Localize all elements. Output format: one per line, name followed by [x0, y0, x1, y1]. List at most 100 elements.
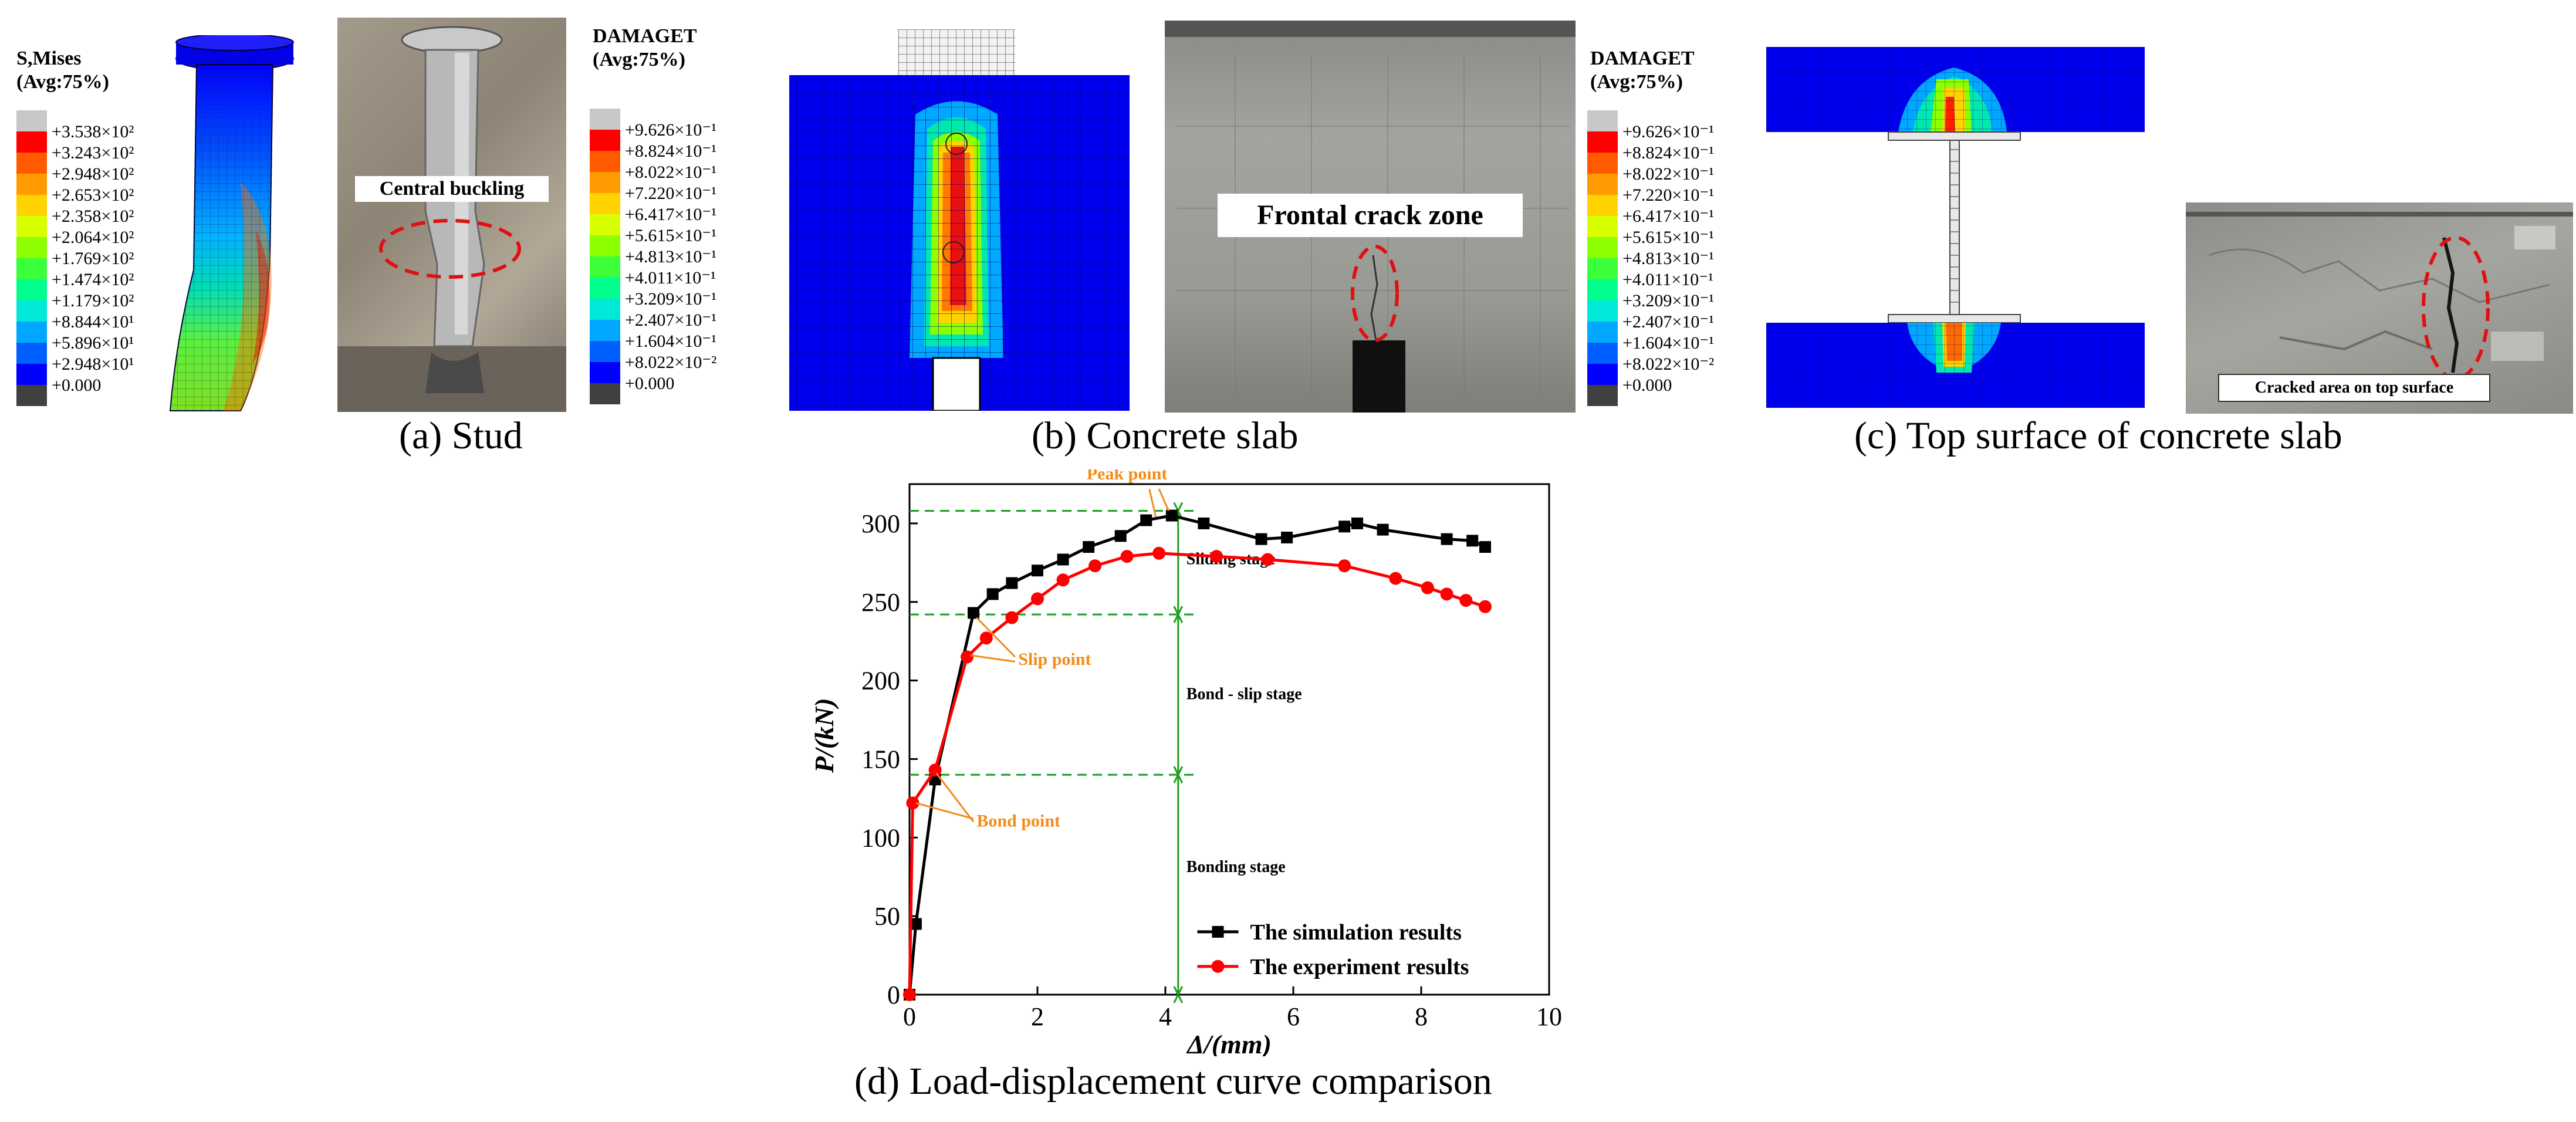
panel-a-legend-value: +5.896×10¹	[52, 333, 134, 353]
simulation-point	[1057, 553, 1069, 566]
panel-c-legend-swatch	[1587, 237, 1618, 258]
panel-a-legend-value: +2.358×10²	[52, 207, 134, 226]
y-tick-label: 250	[861, 588, 900, 617]
experiment-point	[1005, 611, 1019, 624]
panel-a-legend-swatch	[16, 385, 47, 406]
panel-a-legend-swatch	[16, 153, 47, 174]
panel-c-legend-swatch	[1587, 343, 1618, 364]
panel-b: DAMAGET (Avg:75%) +9.626×10⁻¹ +8.824×10⁻¹…	[581, 0, 1590, 481]
legend-title-line1: S,Mises	[16, 48, 82, 69]
legend-label-simulation: The simulation results	[1250, 920, 1462, 945]
experiment-point	[1421, 581, 1434, 594]
x-tick-label: 6	[1287, 1002, 1300, 1031]
slip-point-label: Slip point	[1018, 650, 1091, 669]
simulation-point	[910, 918, 922, 930]
panel-c-legend-value: +0.000	[1622, 376, 1672, 395]
cracked-area-label: Cracked area on top surface	[2218, 374, 2490, 402]
simulation-point	[1479, 541, 1491, 553]
panel-b-legend-swatch	[590, 172, 620, 193]
stud-fe-model	[169, 35, 294, 411]
x-axis-label: Δ/(mm)	[1186, 1029, 1272, 1056]
legend-title-line1: DAMAGET	[593, 25, 697, 47]
panel-c-legend-value: +3.209×10⁻¹	[1622, 291, 1715, 310]
top-surface-photo: Cracked area on top surface	[2186, 202, 2573, 414]
y-tick-label: 100	[861, 823, 900, 852]
panel-a-legend-swatch	[16, 237, 47, 258]
caption-a: (a) Stud	[399, 414, 523, 457]
legend-title-line1: DAMAGET	[1590, 48, 1695, 69]
peak-point-arrows	[1148, 488, 1169, 518]
panel-b-legend-swatch	[590, 130, 620, 151]
panel-a-legend-value: +2.948×10²	[52, 164, 134, 184]
experiment-point	[1440, 587, 1453, 601]
panel-a-legend-value: +8.844×10¹	[52, 312, 134, 332]
panel-b-legend-swatch	[590, 299, 620, 320]
panel-b-legend-value: +1.604×10⁻¹	[625, 332, 717, 351]
slab-test-photo: Frontal crack zone	[1165, 21, 1576, 413]
panel-b-legend-value: +8.824×10⁻¹	[625, 141, 717, 161]
panel-c-legend-swatch	[1587, 174, 1618, 195]
experiment-point	[1261, 553, 1275, 566]
panel-c-legend-swatch	[1587, 153, 1618, 174]
slip-point-arrows	[970, 617, 1016, 663]
panel-b-legend-swatch	[590, 341, 620, 362]
panel-b-legend-swatch	[590, 109, 620, 130]
simulation-point	[1377, 523, 1389, 536]
experiment-point	[928, 763, 942, 777]
central-buckling-label: Central buckling	[355, 176, 549, 202]
panel-c-legend-value: +1.604×10⁻¹	[1622, 333, 1715, 353]
panel-c-legend-swatch	[1587, 322, 1618, 343]
panel-b-legend-swatch	[590, 278, 620, 299]
experiment-point	[903, 988, 916, 1001]
simulation-point	[1255, 533, 1267, 545]
panel-c-legend-swatch	[1587, 110, 1618, 131]
stage-arrow-down	[1173, 606, 1184, 617]
panel-c-legend-swatch	[1587, 195, 1618, 216]
experiment-point	[1152, 546, 1166, 560]
stud-test-photo: Central buckling	[337, 18, 566, 412]
simulation-point	[1165, 509, 1178, 522]
panel-a-legend-value: +1.179×10²	[52, 291, 134, 310]
bond-point-arrows	[915, 772, 975, 823]
experiment-point	[1459, 594, 1473, 607]
panel-a-legend-swatch	[16, 174, 47, 195]
simulation-point	[1006, 577, 1018, 589]
peak-point-label: Peak point	[1087, 469, 1168, 484]
panel-c-legend-value: +2.407×10⁻¹	[1622, 312, 1715, 332]
panel-c-legend: +9.626×10⁻¹ +8.824×10⁻¹ +8.022×10⁻¹ +7.220×…	[1587, 110, 1781, 406]
panel-a-legend-value: +3.243×10²	[52, 143, 134, 163]
panel-b-legend-value: +6.417×10⁻¹	[625, 205, 717, 224]
stage-arrow-down	[1173, 986, 1184, 997]
simulation-point	[986, 588, 999, 600]
panel-c-legend-swatch	[1587, 300, 1618, 322]
panel-a-legend-value: +2.064×10²	[52, 228, 134, 247]
panel-c-legend-swatch	[1587, 258, 1618, 279]
experiment-point	[1088, 559, 1102, 573]
panel-b-legend-value: +2.407×10⁻¹	[625, 310, 717, 330]
y-tick-label: 150	[861, 745, 900, 773]
panel-a-legend-swatch	[16, 110, 47, 131]
panel-c-legend-value: +7.220×10⁻¹	[1622, 185, 1715, 205]
panel-b-legend-value: +4.011×10⁻¹	[625, 268, 716, 288]
legend-title-line2: (Avg:75%)	[16, 71, 109, 93]
simulation-point	[968, 607, 979, 619]
panel-c-legend-value: +4.011×10⁻¹	[1622, 270, 1714, 289]
y-tick-label: 200	[861, 667, 900, 695]
bonding-stage-label: Bonding stage	[1186, 858, 1286, 876]
simulation-point	[1281, 532, 1293, 544]
panel-c-legend-value: +5.615×10⁻¹	[1622, 228, 1715, 247]
x-tick-label: 8	[1415, 1002, 1428, 1031]
panel-a-legend-swatch	[16, 343, 47, 364]
panel-a-legend-swatch	[16, 216, 47, 237]
simulation-point	[1198, 517, 1210, 529]
panel-c-legend-swatch	[1587, 131, 1618, 153]
bond-slip-stage-label: Bond - slip stage	[1186, 685, 1302, 704]
panel-b-legend-swatch	[590, 151, 620, 172]
experiment-point	[979, 631, 993, 645]
experiment-point	[1210, 550, 1223, 563]
panel-a-legend-swatch	[16, 322, 47, 343]
caption-c: (c) Top surface of concrete slab	[1854, 414, 2342, 457]
panel-a-legend-swatch	[16, 131, 47, 153]
panel-c-legend-value: +8.022×10⁻¹	[1622, 164, 1715, 184]
stage-arrow-down	[1173, 502, 1184, 513]
